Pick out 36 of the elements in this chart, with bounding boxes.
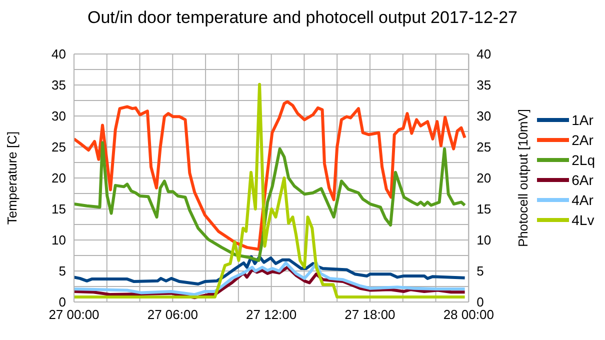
y-tick-label: 15 (52, 202, 66, 217)
y-tick-label: 5 (58, 264, 66, 279)
y-tick-label: 25 (52, 140, 66, 155)
y-axis-title: Temperature [C] (4, 131, 20, 225)
x-tick-label: 27 18:00 (344, 307, 396, 322)
y2-tick-label: 0 (476, 294, 484, 310)
y-tick-label: 20 (52, 170, 66, 186)
line-series (74, 255, 466, 286)
y2-tick-label: 15 (476, 202, 492, 217)
y2-tick-label: 5 (476, 264, 484, 279)
legend-label: 6Ar (572, 172, 594, 188)
chart-title: Out/in door temperature and photocell output 2017-12-27 (86, 8, 518, 28)
x-tick-label: 27 12:00 (246, 307, 297, 322)
line-series (74, 100, 466, 251)
legend-label: 2Lq (572, 152, 595, 168)
x-tick-label: 27 00:00 (48, 307, 100, 322)
legend-label: 4Lv (572, 212, 594, 228)
y2-tick-label: 10 (476, 232, 492, 248)
x-tick-label: 28 00:00 (443, 307, 494, 322)
y2-tick-label: 20 (476, 170, 492, 186)
x-tick-label: 27 06:00 (147, 307, 198, 322)
legend-label: 1Ar (572, 112, 594, 128)
y2-tick-label: 30 (476, 108, 492, 124)
line-series (74, 82, 466, 299)
y2-tick-label: 40 (476, 46, 492, 62)
y-tick-label: 10 (52, 232, 66, 248)
y2-tick-label: 25 (476, 140, 492, 155)
y-tick-label: 40 (52, 46, 66, 62)
legend-label: 2Ar (572, 132, 594, 148)
y2-tick-label: 35 (476, 78, 492, 93)
y-tick-label: 35 (52, 78, 66, 93)
line-series (74, 141, 466, 262)
y-tick-label: 30 (52, 108, 66, 124)
legend-label: 4Ar (572, 192, 594, 208)
y2-axis-title: Photocell output [10mV] (515, 108, 530, 248)
y-tick-label: 0 (58, 294, 66, 310)
